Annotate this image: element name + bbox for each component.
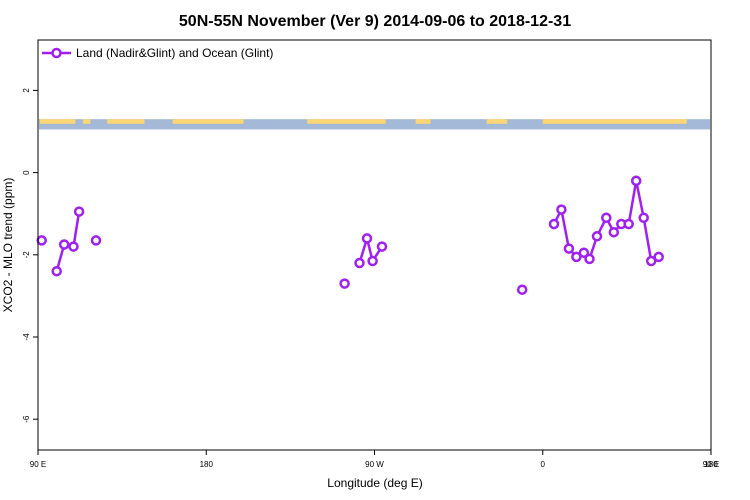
y-tick-label: -2: [22, 251, 31, 259]
x-tick-label: 90 E: [30, 460, 46, 469]
y-tick-label: 0: [22, 170, 31, 175]
map-land: [82, 119, 91, 124]
map-land: [415, 119, 431, 124]
x-tick-label: 180: [200, 460, 214, 469]
data-point: [601, 212, 612, 224]
data-point: [68, 241, 79, 252]
x-tick-label: 90 W: [365, 460, 384, 469]
data-point: [584, 253, 595, 265]
data-point: [608, 226, 620, 238]
map-land: [307, 119, 386, 124]
map-land: [39, 119, 76, 124]
legend-label: Land (Nadir&Glint) and Ocean (Glint): [76, 46, 273, 60]
x-tick-label: 0: [541, 460, 546, 469]
x-axis-label: Longitude (deg E): [327, 476, 422, 490]
data-point: [645, 255, 657, 267]
data-point: [367, 255, 378, 267]
data-point: [638, 212, 649, 224]
data-point: [361, 233, 373, 244]
data-point: [630, 175, 642, 187]
data-point: [548, 218, 560, 230]
legend: Land (Nadir&Glint) and Ocean (Glint): [42, 46, 273, 60]
plot-frame: [37, 39, 712, 451]
data-point: [516, 284, 528, 295]
data-point: [578, 247, 590, 258]
data-point: [571, 251, 582, 263]
y-axis-label: XCO2 - MLO trend (ppm): [1, 178, 15, 313]
data-point: [90, 235, 102, 246]
data-point: [36, 235, 47, 246]
y-tick-label: -6: [22, 415, 31, 423]
data-point: [58, 239, 70, 250]
legend-marker: [51, 47, 62, 59]
map-land: [542, 119, 687, 124]
chart-title: 50N-55N November (Ver 9) 2014-09-06 to 2…: [179, 13, 571, 30]
map-land: [172, 119, 244, 124]
data-point: [591, 231, 603, 242]
map-land: [107, 119, 145, 124]
data-point: [623, 218, 634, 230]
y-tick-label: 2: [22, 88, 31, 93]
series-line: [358, 233, 384, 265]
data-series: [36, 175, 664, 295]
data-point: [653, 251, 664, 263]
data-point: [339, 278, 350, 289]
x-tick-label: 180: [704, 460, 718, 469]
data-point: [563, 243, 575, 254]
map-ocean: [39, 119, 710, 130]
data-point: [354, 257, 365, 269]
data-point: [73, 206, 85, 217]
y-tick-label: -4: [22, 333, 31, 341]
data-point: [556, 204, 567, 215]
data-point: [51, 265, 62, 277]
map-strip: [39, 119, 710, 130]
map-land: [486, 119, 508, 124]
data-point: [376, 241, 388, 252]
x-tick-label: 90 E: [703, 460, 719, 469]
